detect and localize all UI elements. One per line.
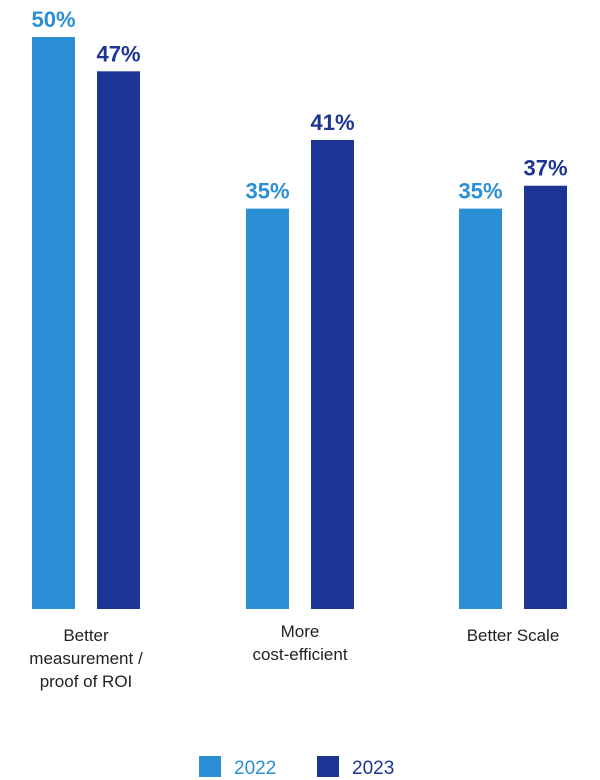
bar-2023-1 xyxy=(97,71,140,609)
legend-label-2022: 2022 xyxy=(234,758,276,779)
bar-2023-2 xyxy=(311,139,354,609)
bar-2022-1 xyxy=(32,37,75,609)
category-label-1-line-2: measurement / xyxy=(29,649,143,668)
category-label-3-line-1: Better Scale xyxy=(467,626,560,645)
bar-2023-3 xyxy=(524,185,567,609)
bar-2022-3 xyxy=(459,208,502,609)
value-label-2022-1: 50% xyxy=(31,7,75,32)
category-label-1-line-1: Better xyxy=(63,626,109,645)
legend-swatch-2022 xyxy=(199,756,221,777)
legend-swatch-2023 xyxy=(317,756,339,777)
category-label-1-line-3: proof of ROI xyxy=(40,672,133,691)
category-label-2-line-1: More xyxy=(281,622,320,641)
legend-label-2023: 2023 xyxy=(352,758,394,779)
value-label-2023-2: 41% xyxy=(310,110,354,135)
category-label-2-line-2: cost-efficient xyxy=(252,645,347,664)
value-label-2022-3: 35% xyxy=(458,179,502,204)
value-label-2023-1: 47% xyxy=(96,41,140,66)
value-label-2023-3: 37% xyxy=(523,156,567,181)
bar-2022-2 xyxy=(246,208,289,609)
value-label-2022-2: 35% xyxy=(245,179,289,204)
